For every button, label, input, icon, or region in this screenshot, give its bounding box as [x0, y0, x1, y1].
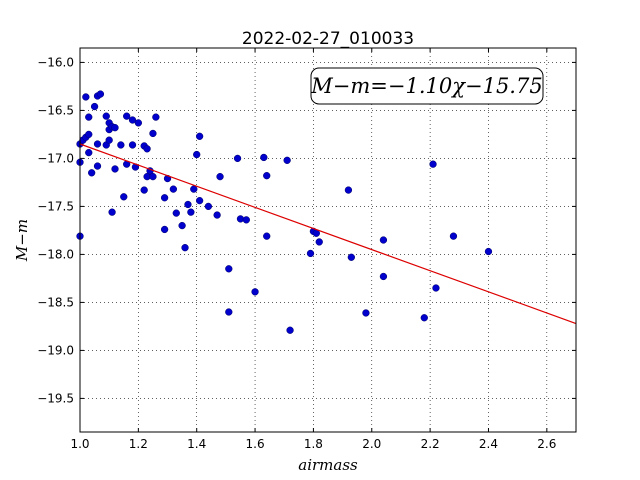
y-tick-label: −16.0 [37, 55, 74, 69]
data-point [190, 185, 198, 193]
data-point [134, 119, 143, 127]
data-point [286, 326, 294, 334]
data-point [251, 288, 259, 296]
x-tick-label: 2.6 [537, 437, 556, 451]
data-point [149, 172, 157, 181]
data-point [420, 314, 428, 322]
data-point [233, 154, 242, 163]
data-point [82, 93, 90, 101]
axis-ticks: 1.0 1.2 1.4 1.6 1.8 2.0 2.2 2.4 2.6 −16.0 −16.5 −17… [37, 48, 576, 451]
data-point [160, 194, 169, 202]
x-tick-label: 2.0 [362, 437, 381, 451]
fit-line [79, 143, 577, 325]
data-point [379, 236, 388, 244]
data-point [90, 102, 99, 111]
y-tick-label: −18.5 [37, 295, 74, 309]
data-point [140, 186, 148, 194]
data-point [225, 265, 233, 273]
annotation-box [310, 67, 544, 105]
data-point [152, 113, 160, 121]
data-point [169, 185, 178, 193]
data-point [263, 232, 271, 240]
data-point [85, 130, 93, 139]
data-point [178, 221, 186, 230]
y-tick-label: −17.0 [37, 151, 74, 165]
grid-lines [79, 48, 576, 432]
data-point [96, 90, 105, 98]
data-point [195, 132, 204, 140]
data-point [117, 141, 125, 149]
y-tick-label: −16.5 [37, 103, 74, 117]
plot-area [80, 48, 576, 432]
data-point [195, 196, 204, 205]
data-point [484, 247, 493, 256]
data-point [120, 193, 128, 201]
x-tick-label: 1.8 [304, 437, 323, 451]
data-point [108, 208, 116, 216]
data-point [263, 172, 271, 180]
plot-frame [79, 47, 577, 433]
y-tick-label: −19.5 [37, 391, 74, 405]
data-point [204, 202, 213, 211]
data-point [111, 124, 119, 132]
data-point [143, 145, 151, 153]
annotation-text: M−m=−1.10χ−15.75 [310, 74, 542, 98]
data-point [449, 232, 458, 240]
data-point [128, 116, 137, 124]
data-point [283, 156, 291, 164]
fit-line-group [79, 143, 577, 325]
data-point [306, 249, 315, 258]
x-tick-label: 1.0 [70, 437, 89, 451]
data-point [88, 169, 96, 177]
data-point [432, 284, 440, 292]
data-point [193, 150, 201, 159]
x-tick-label: 1.6 [246, 437, 265, 451]
data-point [181, 244, 189, 252]
x-tick-label: 1.2 [129, 437, 148, 451]
data-point [362, 309, 370, 317]
y-tick-label: −19.0 [37, 343, 74, 357]
data-points [76, 90, 493, 334]
chart-title: 2022-02-27_010033 [242, 29, 414, 49]
data-point [102, 112, 110, 120]
data-point [93, 140, 102, 148]
data-point [160, 225, 169, 234]
data-point [344, 186, 353, 194]
data-point [315, 238, 323, 246]
data-point [187, 208, 195, 216]
data-point [85, 148, 93, 157]
data-point [429, 160, 437, 168]
data-point [379, 272, 388, 281]
data-point [225, 308, 233, 316]
x-tick-label: 1.4 [187, 437, 206, 451]
data-point [260, 153, 268, 162]
data-point [93, 162, 102, 170]
data-point [216, 172, 224, 181]
data-point [213, 211, 221, 219]
y-axis-label: M−m [13, 219, 31, 262]
x-tick-label: 2.4 [479, 437, 498, 451]
data-point [105, 136, 113, 144]
data-point [111, 165, 119, 173]
fit-annotation: M−m=−1.10χ−15.75 [310, 67, 544, 105]
data-point [242, 216, 250, 224]
data-point [149, 129, 157, 138]
data-point [347, 253, 355, 261]
y-tick-label: −18.0 [37, 247, 74, 261]
data-point [85, 113, 93, 121]
data-point [184, 200, 192, 209]
x-axis-label: airmass [298, 456, 358, 474]
y-tick-label: −17.5 [37, 199, 74, 213]
data-point [123, 112, 131, 120]
data-point [128, 141, 137, 149]
x-tick-label: 2.2 [421, 437, 440, 451]
data-point [172, 209, 180, 217]
